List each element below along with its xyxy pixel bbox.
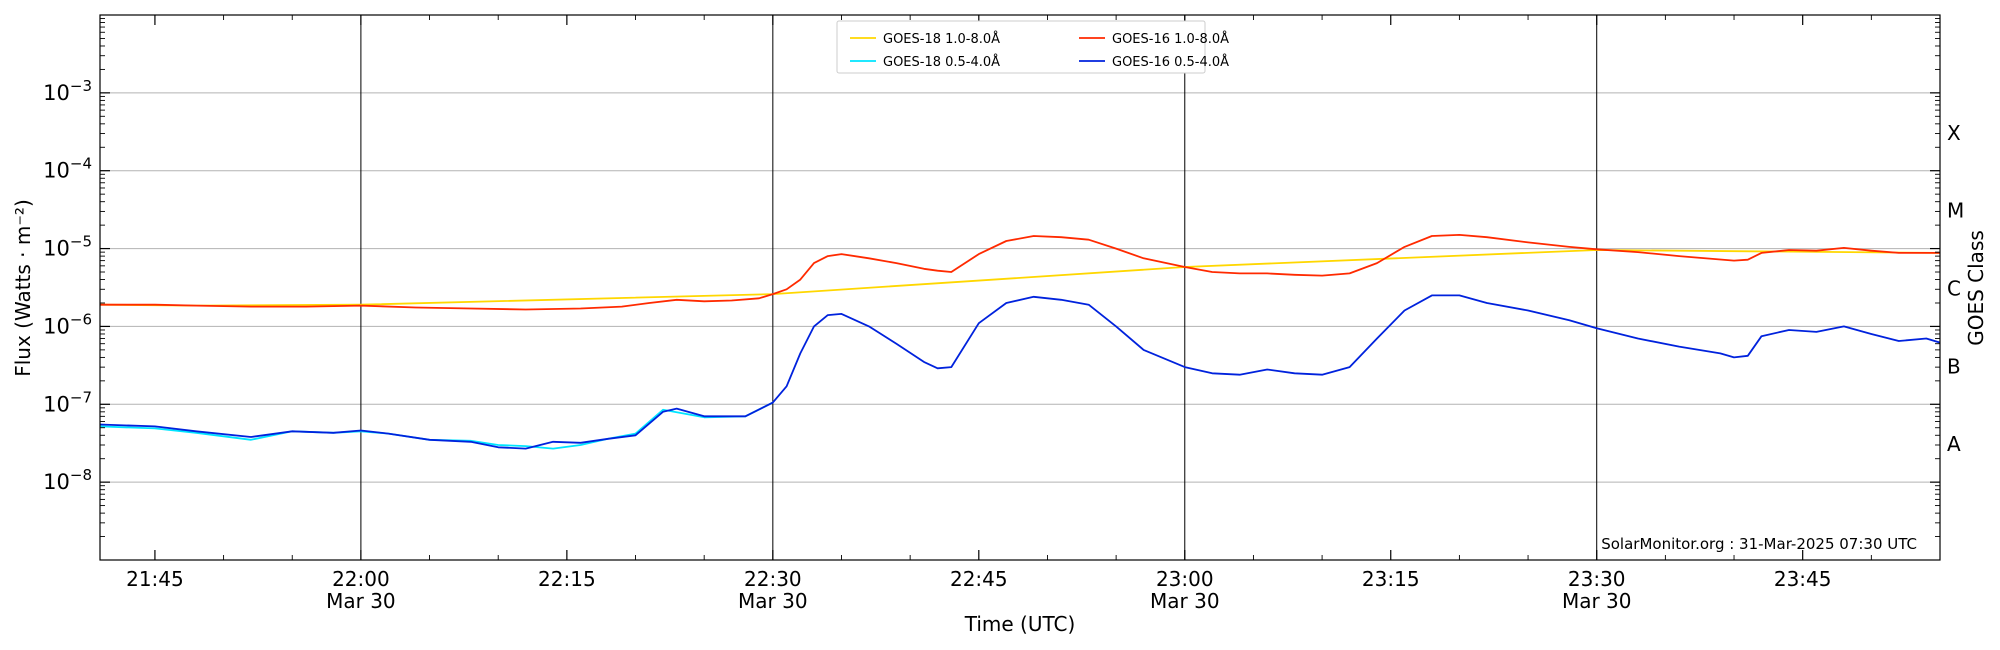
series-line	[100, 233, 1940, 311]
y-axis-label: Flux (Watts · m⁻²)	[11, 199, 35, 377]
y-tick-label: 10−6	[43, 310, 92, 338]
source-annotation: SolarMonitor.org : 31-Mar-2025 07:30 UTC	[1601, 535, 1917, 553]
x-tick-date-label: Mar 30	[326, 589, 396, 613]
y-tick-label: 10−7	[43, 388, 92, 416]
plot-frame	[99, 14, 1941, 561]
x-tick-label: 21:45	[126, 567, 184, 591]
y-tick-label: 10−8	[43, 466, 92, 494]
legend-label: GOES-16 1.0-8.0Å	[1112, 31, 1229, 47]
x-tick-label: 23:15	[1362, 567, 1420, 591]
day-marker-lines	[360, 15, 1598, 560]
goes-class-label: M	[1947, 199, 1964, 223]
x-axis-label: Time (UTC)	[964, 612, 1076, 636]
x-tick-label: 22:45	[950, 567, 1008, 591]
y-axis-ticks: 10−8 10−7 10−6 10−5 10−4 10−3	[43, 18, 1940, 538]
legend-box	[836, 20, 1206, 74]
x-tick-date-label: Mar 30	[1562, 589, 1632, 613]
legend-label: GOES-18 1.0-8.0Å	[883, 31, 1000, 47]
right-axis-label: GOES Class	[1964, 230, 1988, 346]
x-tick-label: 23:45	[1774, 567, 1832, 591]
goes-class-label: A	[1947, 432, 1961, 456]
legend-label: GOES-18 0.5-4.0Å	[883, 54, 1000, 70]
grid-lines	[100, 92, 1940, 483]
goes-class-label: X	[1947, 121, 1961, 145]
x-tick-date-label: Mar 30	[1150, 589, 1220, 613]
series-lines	[100, 233, 1940, 450]
y-tick-label: 10−4	[43, 155, 92, 183]
legend: GOES-18 1.0-8.0Å GOES-18 0.5-4.0Å GOES-16 …	[836, 20, 1229, 74]
goes-class-label: B	[1947, 354, 1961, 378]
goes-class-label: C	[1947, 277, 1961, 301]
legend-label: GOES-16 0.5-4.0Å	[1112, 54, 1229, 70]
y-tick-label: 10−5	[43, 233, 92, 261]
series-line	[100, 249, 1940, 307]
x-tick-date-label: Mar 30	[738, 589, 808, 613]
x-tick-label: 22:00	[332, 567, 390, 591]
series-line	[100, 294, 1940, 450]
y-tick-label: 10−3	[43, 77, 92, 105]
series-line	[100, 401, 774, 450]
goes-class-labels: A B C M X	[1947, 121, 1964, 456]
x-tick-label: 23:30	[1568, 567, 1626, 591]
x-tick-label: 22:30	[744, 567, 802, 591]
x-tick-label: 22:15	[538, 567, 596, 591]
x-tick-label: 23:00	[1156, 567, 1214, 591]
